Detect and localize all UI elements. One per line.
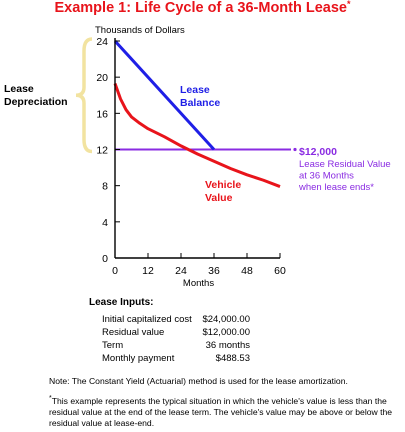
vehicle-value-label-line-2: Value xyxy=(205,192,233,204)
residual-value-desc-line-1: Lease Residual Value xyxy=(299,159,391,170)
y-tick-label: 24 xyxy=(96,36,108,48)
input-label: Monthly payment xyxy=(102,353,175,364)
x-tick-label: 48 xyxy=(241,265,253,277)
depreciation-brace xyxy=(75,37,93,154)
chart-title-text: Example 1: Life Cycle of a 36-Month Leas… xyxy=(54,0,347,16)
lease-balance-line xyxy=(113,39,216,151)
vehicle-value-label-line-1: Vehicle xyxy=(205,179,241,191)
footnote: *This example represents the typical sit… xyxy=(49,393,405,429)
y-tick-label: 0 xyxy=(102,253,108,265)
y-tick-label: 8 xyxy=(102,181,108,193)
lease-depreciation-label-line-2: Depreciation xyxy=(4,96,68,108)
residual-value-desc-line-3: when lease ends* xyxy=(298,182,374,193)
lease-balance-label-line-1: Lease xyxy=(180,84,210,96)
y-tick-label: 16 xyxy=(96,108,108,120)
title-footnote-marker: * xyxy=(347,0,351,9)
residual-dot xyxy=(293,147,297,152)
y-tick-label: 12 xyxy=(96,145,108,157)
input-value: 36 months xyxy=(205,340,250,351)
input-label: Residual value xyxy=(102,327,165,338)
x-tick-label: 24 xyxy=(175,265,187,277)
residual-value-amount: $12,000 xyxy=(299,146,337,158)
y-tick-label: 20 xyxy=(96,72,108,84)
amortization-note: Note: The Constant Yield (Actuarial) met… xyxy=(49,376,348,386)
lease-balance-label-line-2: Balance xyxy=(180,97,220,109)
x-tick-label: 12 xyxy=(142,265,154,277)
footnote-marker: * xyxy=(49,395,52,402)
chart-title: Example 1: Life Cycle of a 36-Month Leas… xyxy=(0,0,405,16)
residual-value-desc-line-2: at 36 Months xyxy=(299,171,354,182)
lease-depreciation-label-line-1: Lease xyxy=(4,83,34,95)
input-value: $24,000.00 xyxy=(202,314,250,325)
x-axis-title: Months xyxy=(183,278,214,289)
x-tick-label: 60 xyxy=(274,265,286,277)
x-tick-label: 36 xyxy=(208,265,220,277)
vehicle-value-line xyxy=(113,82,281,188)
input-value: $488.53 xyxy=(215,353,250,364)
y-axis-title: Thousands of Dollars xyxy=(95,25,185,36)
inputs-heading: Lease Inputs: xyxy=(89,297,154,308)
input-label: Term xyxy=(102,340,124,351)
input-value: $12,000.00 xyxy=(202,327,250,338)
footnote-text: This example represents the typical situ… xyxy=(49,395,393,429)
lease-chart: LeaseDepreciationLeaseBalanceVehicleValu… xyxy=(4,25,391,289)
x-tick-label: 0 xyxy=(112,265,118,277)
input-label: Initial capitalized cost xyxy=(102,314,192,325)
y-tick-label: 4 xyxy=(102,217,108,229)
